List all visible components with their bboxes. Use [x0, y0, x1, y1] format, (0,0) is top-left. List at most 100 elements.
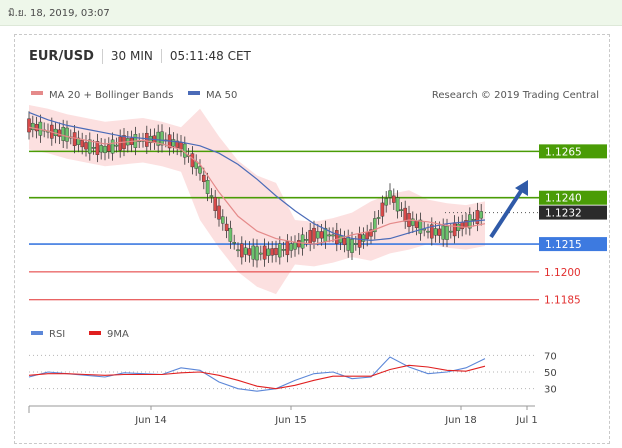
rsi-tick-label: 70 [544, 351, 557, 362]
candle [251, 238, 256, 267]
candle [403, 200, 408, 229]
candle [80, 132, 84, 155]
candle [357, 226, 362, 255]
candle [160, 124, 164, 153]
candle [72, 125, 77, 154]
candle [114, 137, 119, 153]
candle [395, 190, 400, 219]
candle [335, 222, 339, 252]
candle [224, 216, 229, 239]
candle [118, 129, 122, 158]
level-label-1.1232: 1.1232 [545, 208, 582, 220]
candle [228, 220, 233, 249]
candle [289, 236, 294, 258]
candle [350, 231, 354, 261]
level-label-1.1215: 1.1215 [545, 239, 582, 251]
rsi-ma-legend-icon [89, 331, 101, 335]
candle [426, 223, 430, 239]
rsi-ma-legend-label: 9MA [107, 329, 129, 340]
band-area [29, 105, 485, 295]
candle [433, 221, 438, 243]
candle [220, 209, 225, 231]
level-lines: 1.1265 1.1240 1.1232 1.1215 1.1200 1.1185 [29, 144, 607, 307]
candle [270, 241, 275, 263]
candle [380, 195, 385, 224]
credit-label: Research © 2019 Trading Central [432, 90, 599, 101]
candle [243, 240, 248, 262]
date-text: มิ.ย. 18, 2019, 03:07 [8, 8, 110, 19]
candle [87, 132, 92, 161]
ma20-legend-icon [31, 91, 43, 95]
candle [201, 167, 206, 190]
level-box-1.1265 [539, 144, 607, 159]
candle [110, 132, 115, 161]
rsi-legend-label: RSI [49, 329, 65, 340]
level-label-1.1240: 1.1240 [545, 193, 582, 205]
candle [91, 139, 96, 155]
candle [217, 198, 221, 227]
candle [274, 240, 278, 263]
ma50-line [28, 111, 486, 241]
candle [316, 224, 320, 246]
candle [471, 211, 476, 227]
rsi-ma-line [28, 364, 486, 390]
candle [31, 115, 35, 138]
candle [209, 188, 214, 203]
candle [388, 183, 392, 205]
candle [278, 236, 282, 265]
candle [262, 238, 267, 267]
rsi-legend-icon [31, 331, 43, 335]
candle [232, 234, 237, 250]
rsi-line [28, 356, 486, 392]
candle [418, 212, 423, 241]
candle [304, 231, 309, 247]
candle [300, 227, 305, 256]
ma50-legend-icon [188, 91, 200, 95]
candle [384, 191, 389, 213]
bollinger-band [29, 105, 485, 295]
rsi-panel: 70 50 30 [28, 351, 557, 396]
candle [95, 133, 100, 163]
candle [236, 242, 240, 258]
candle [144, 125, 149, 154]
candle [342, 230, 347, 253]
candle [338, 228, 343, 251]
price-chart: MA 20 + Bollinger Bands MA 50 Research ©… [27, 90, 607, 426]
candle [361, 227, 366, 249]
x-axis: Jun 14 Jun 15 Jun 18 Jul 1 [28, 405, 538, 426]
candle [441, 218, 446, 247]
ma50-legend-label: MA 50 [206, 90, 237, 101]
chart-header: EUR/USD 30 MIN 05:11:48 CET [29, 46, 251, 66]
candle [34, 116, 39, 139]
rsi-tick-label: 50 [544, 368, 557, 379]
candle [327, 227, 332, 243]
rsi-tick-label: 30 [544, 385, 557, 396]
candle [399, 202, 404, 218]
level-label-1.1200: 1.1200 [544, 267, 581, 279]
candle [411, 211, 415, 233]
interval-label[interactable]: 30 MIN [103, 49, 162, 63]
level-box-1.1232 [539, 205, 607, 220]
chart-card: EUR/USD 30 MIN 05:11:48 CET MA 20 + Boll… [14, 34, 610, 444]
candle [285, 234, 290, 263]
candle [76, 130, 81, 153]
candle [27, 111, 31, 140]
level-label-1.1265: 1.1265 [545, 146, 582, 158]
symbol-label: EUR/USD [29, 48, 103, 64]
candle [392, 188, 396, 210]
x-tick-label: Jun 14 [134, 415, 167, 426]
candle [171, 132, 176, 154]
candle [175, 133, 180, 156]
candle [103, 138, 107, 161]
candle [57, 122, 62, 144]
candle [239, 236, 244, 265]
candle [475, 202, 480, 232]
candle [479, 204, 484, 226]
time-label: 05:11:48 CET [169, 49, 251, 63]
candle [99, 138, 103, 160]
x-tick-label: Jul 1 [515, 415, 538, 426]
level-label-1.1185: 1.1185 [544, 295, 581, 307]
forecast-arrow-icon [489, 180, 528, 239]
candle [255, 239, 259, 268]
candle [373, 211, 377, 240]
